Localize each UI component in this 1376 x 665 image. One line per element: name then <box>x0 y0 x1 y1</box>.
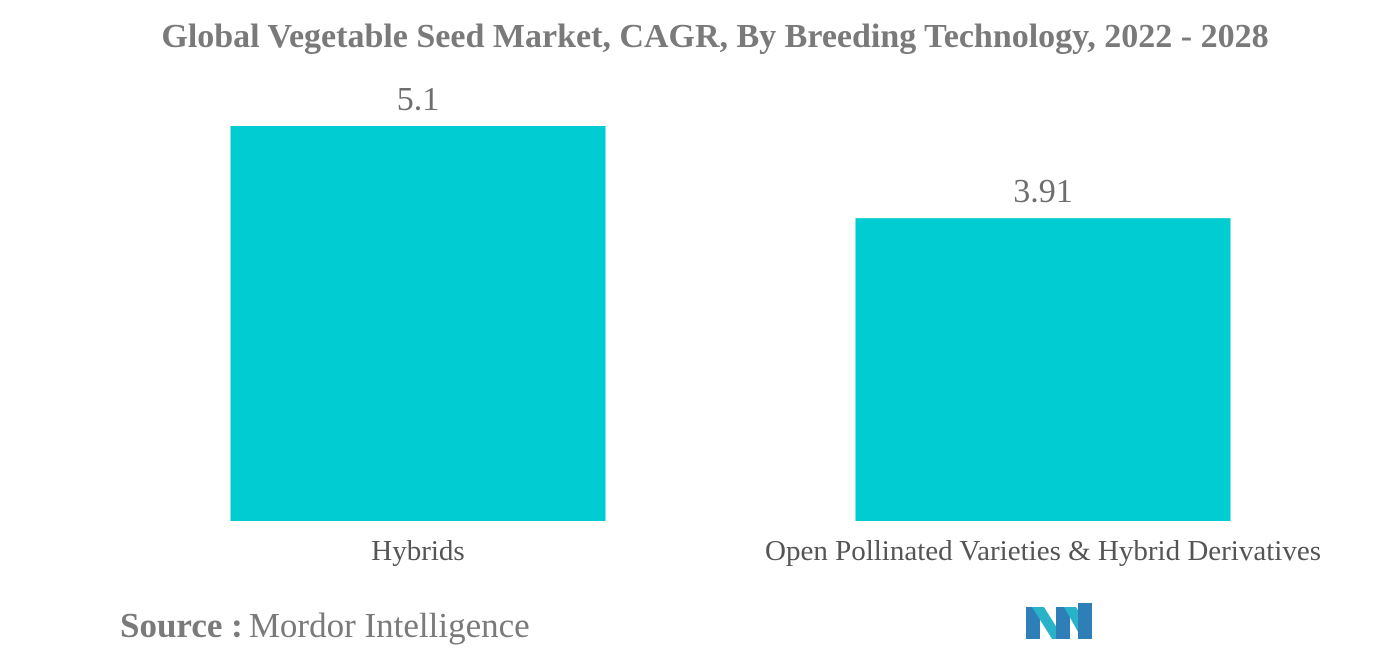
chart-title: Global Vegetable Seed Market, CAGR, By B… <box>161 18 1269 55</box>
bar-value-label-1: 3.91 <box>1013 173 1073 210</box>
source-value: Mordor Intelligence <box>248 606 530 645</box>
source-note: Source : Mordor Intelligence <box>120 606 530 646</box>
bar-value-label-0: 5.1 <box>397 81 440 118</box>
logo-middle-leg <box>1056 607 1070 639</box>
mordor-intelligence-logo <box>1026 603 1092 639</box>
logo-right-leg <box>1078 603 1092 639</box>
category-label-1: Open Pollinated Varieties & Hybrid Deriv… <box>765 535 1321 567</box>
bar-0 <box>230 126 606 521</box>
source-label: Source : <box>120 606 243 645</box>
category-label-0: Hybrids <box>371 535 464 567</box>
bar-1 <box>855 218 1231 521</box>
logo-left-leg <box>1026 607 1040 639</box>
